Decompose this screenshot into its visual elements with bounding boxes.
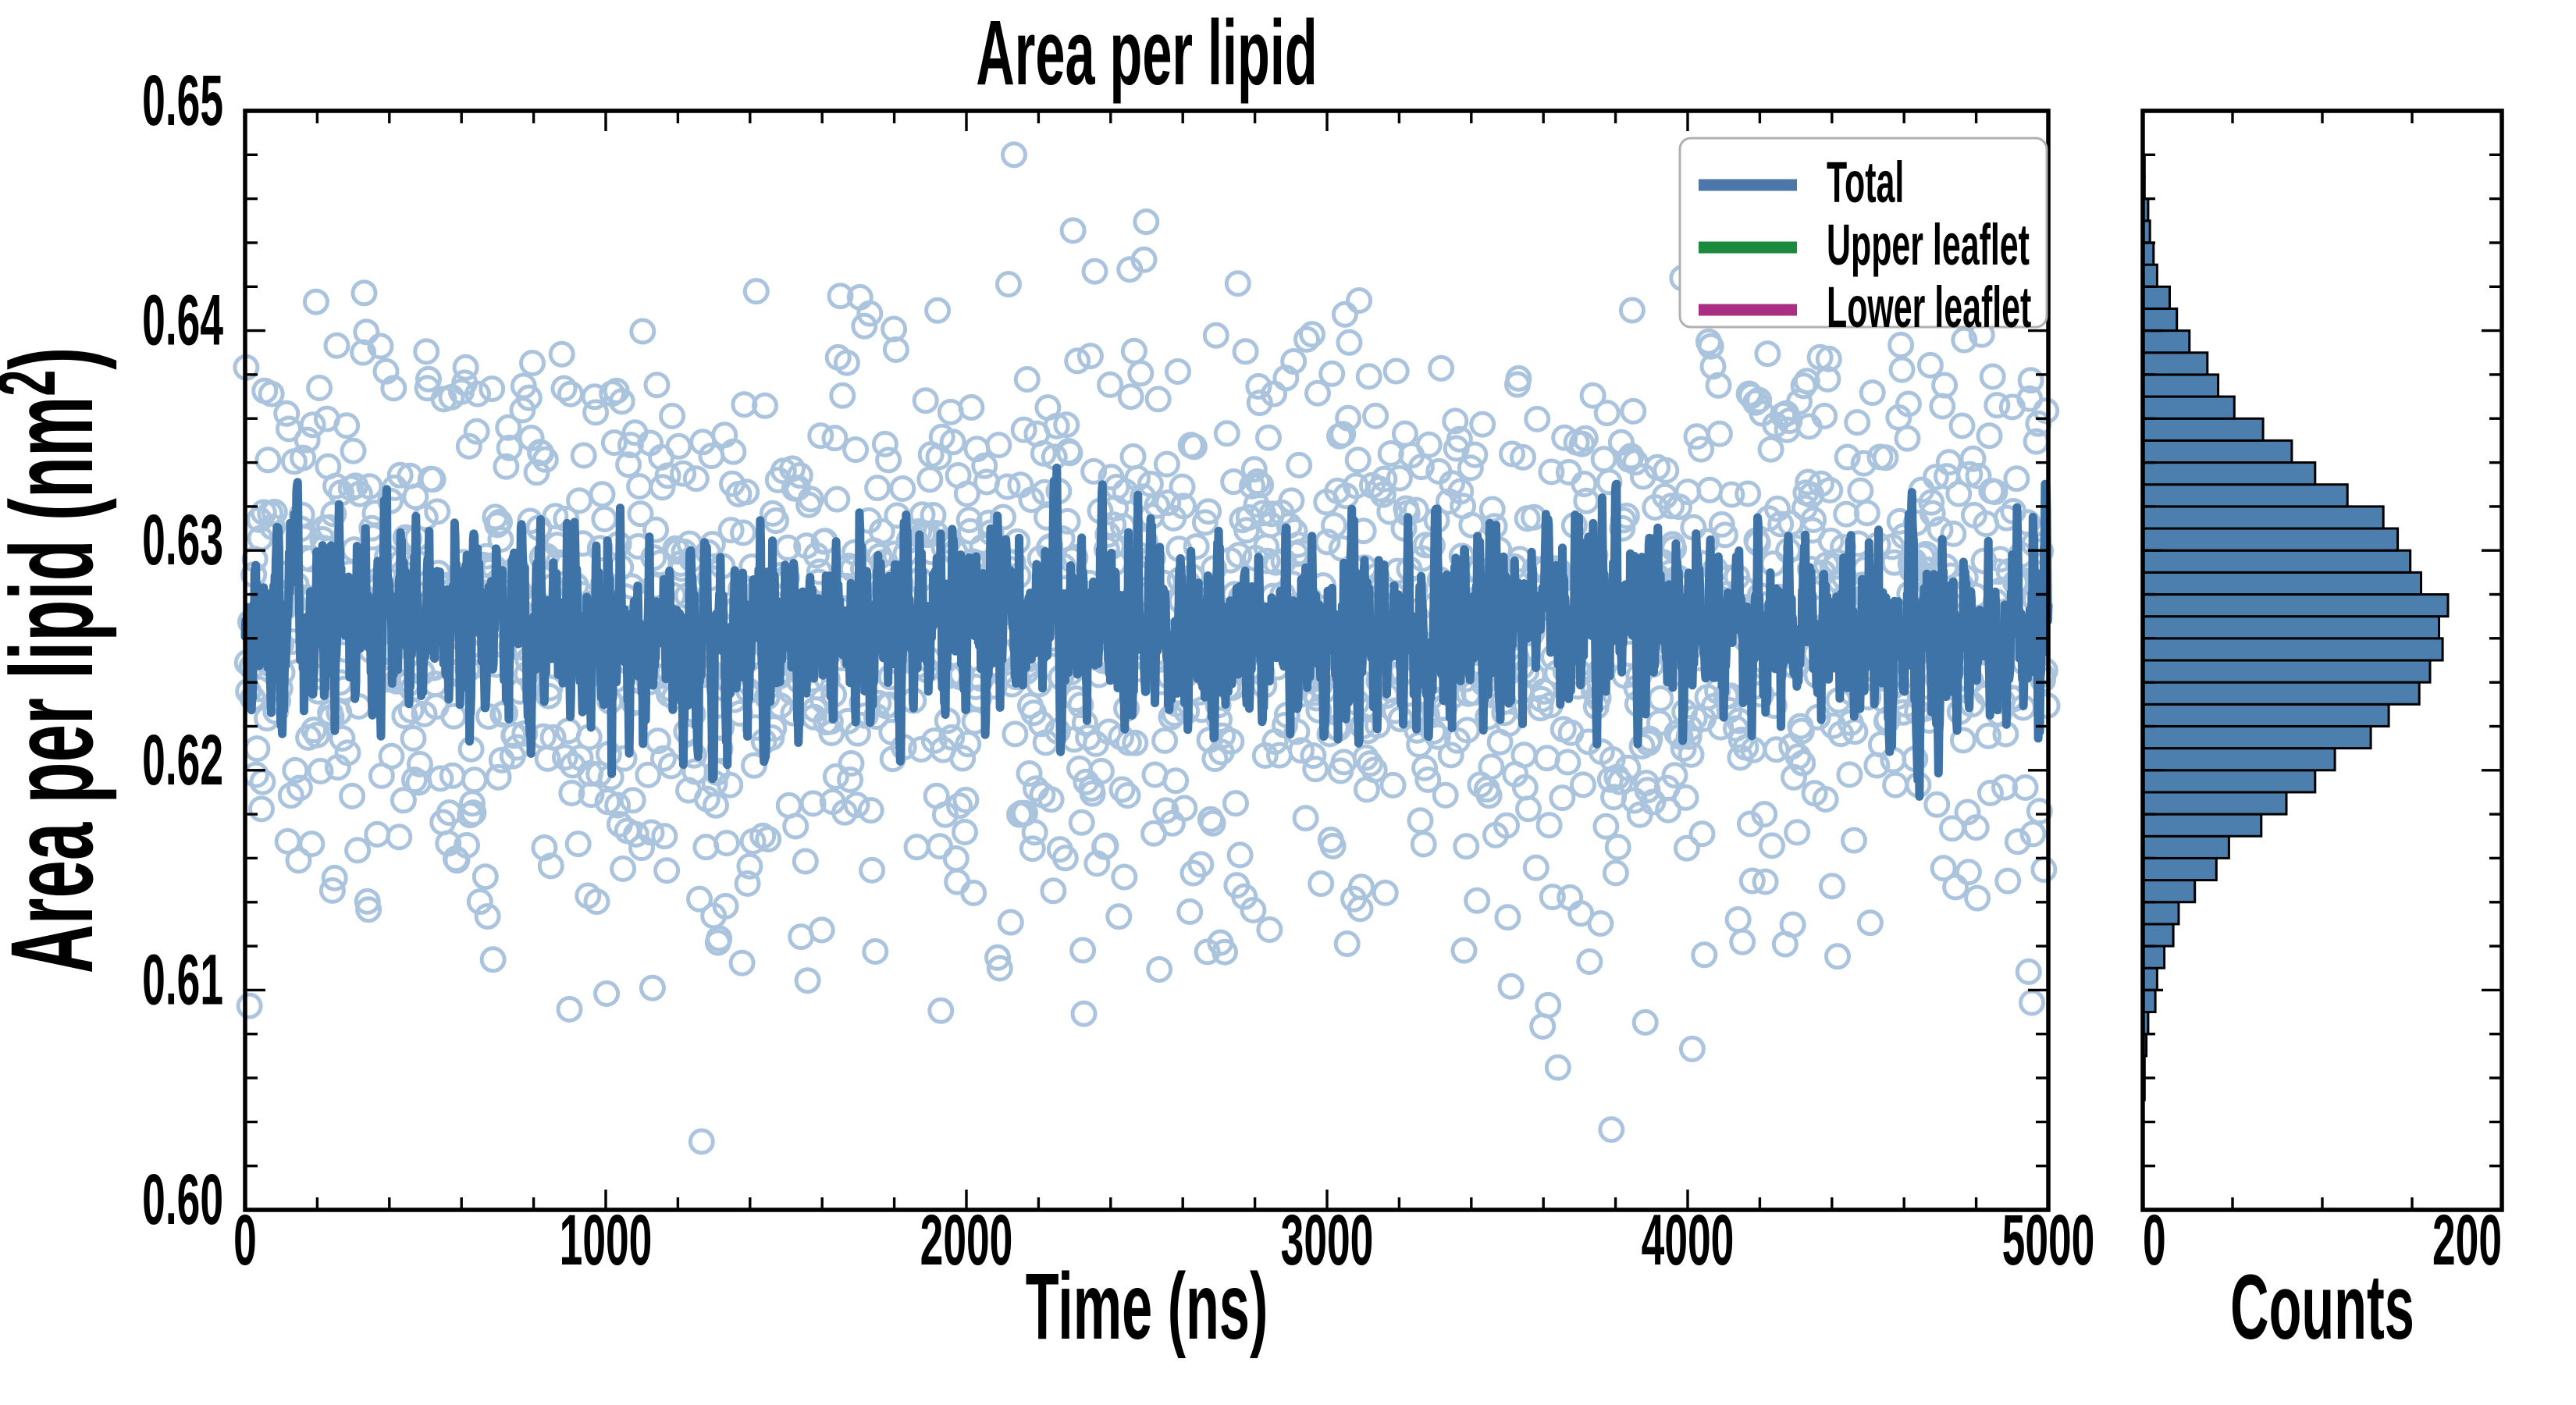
- svg-text:1000: 1000: [560, 1200, 653, 1280]
- svg-text:Area per lipid (nm2): Area per lipid (nm2): [0, 347, 117, 973]
- svg-text:3000: 3000: [1281, 1200, 1374, 1280]
- svg-text:Area per lipid: Area per lipid: [976, 2, 1317, 105]
- svg-text:0: 0: [233, 1200, 257, 1280]
- svg-text:0.60: 0.60: [142, 1159, 223, 1240]
- svg-text:Upper leaflet: Upper leaflet: [1827, 212, 2030, 277]
- svg-text:Time (ns): Time (ns): [1026, 1253, 1268, 1359]
- svg-text:0.63: 0.63: [142, 500, 223, 580]
- svg-text:0.64: 0.64: [142, 279, 223, 360]
- svg-text:Total: Total: [1827, 150, 1904, 215]
- svg-text:Counts: Counts: [2230, 1257, 2414, 1359]
- svg-text:0.65: 0.65: [142, 60, 223, 140]
- svg-text:0.61: 0.61: [142, 939, 223, 1019]
- svg-text:Lower leaflet: Lower leaflet: [1827, 275, 2031, 340]
- svg-text:0.62: 0.62: [142, 720, 223, 800]
- svg-text:0: 0: [2143, 1200, 2166, 1280]
- svg-text:5000: 5000: [2002, 1200, 2095, 1280]
- svg-text:4000: 4000: [1642, 1200, 1735, 1280]
- svg-text:200: 200: [2432, 1200, 2502, 1280]
- svg-text:2000: 2000: [920, 1200, 1013, 1280]
